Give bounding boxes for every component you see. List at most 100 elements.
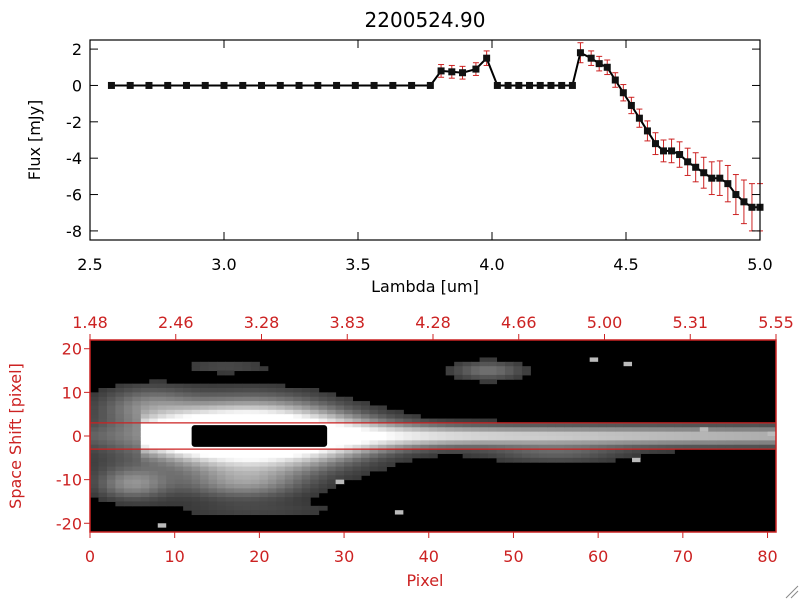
image-pixel — [437, 427, 447, 433]
image-pixel — [191, 453, 201, 459]
image-pixel — [344, 414, 354, 420]
image-pixel — [90, 466, 99, 472]
image-pixel — [742, 431, 752, 437]
image-pixel — [606, 444, 616, 450]
image-pixel — [411, 427, 421, 433]
image-pixel — [369, 440, 379, 446]
image-pixel — [640, 422, 650, 428]
data-point — [408, 81, 416, 89]
image-pixel — [403, 457, 413, 463]
image-pixel — [742, 436, 752, 441]
image-pixel — [386, 418, 396, 424]
image-pixel — [183, 436, 193, 441]
image-pixel — [267, 392, 277, 398]
image-pixel — [284, 470, 294, 476]
image-pixel — [259, 388, 269, 393]
image-pixel — [200, 414, 210, 420]
image-pixel — [90, 418, 99, 424]
image-pixel — [174, 453, 184, 459]
image-pixel — [310, 414, 320, 420]
image-pixel — [157, 466, 167, 472]
image-pixel — [598, 440, 608, 446]
data-point — [389, 81, 397, 89]
image-pixel — [166, 475, 176, 481]
wavelength-tick-label: 4.28 — [415, 313, 451, 332]
image-pixel — [267, 470, 277, 476]
image-pixel — [140, 492, 150, 498]
image-pixel — [200, 462, 210, 468]
image-pixel — [115, 470, 125, 476]
image-pixel — [377, 418, 387, 424]
image-pixel — [377, 449, 387, 454]
image-pixel — [733, 427, 743, 433]
image-pixel — [327, 427, 337, 433]
image-pixel — [123, 383, 133, 389]
image-pixel — [454, 422, 464, 428]
image-pixel — [217, 361, 227, 367]
image-pixel — [183, 488, 193, 494]
image-pixel — [191, 466, 201, 472]
image-pixel — [394, 444, 404, 450]
image-pixel — [115, 492, 125, 498]
image-pixel — [555, 440, 565, 446]
image-pixel — [200, 457, 210, 463]
image-pixel — [217, 453, 227, 459]
image-pixel — [530, 440, 540, 446]
data-point — [611, 76, 619, 84]
data-point — [107, 81, 115, 89]
image-pixel — [437, 436, 447, 441]
image-pixel — [106, 392, 116, 398]
image-pixel — [250, 462, 260, 468]
image-pixel — [259, 510, 269, 516]
image-pixel — [259, 418, 269, 424]
image-pixel — [716, 422, 726, 428]
image-pixel — [191, 484, 201, 489]
image-pixel — [335, 422, 345, 428]
image-pixel — [454, 374, 464, 380]
image-pixel — [149, 414, 159, 420]
image-pixel — [369, 414, 379, 420]
image-pixel — [267, 475, 277, 481]
image-pixel — [352, 444, 362, 450]
image-pixel — [250, 457, 260, 463]
image-pixel — [403, 431, 413, 437]
image-pixel — [420, 440, 430, 446]
image-pixel — [479, 422, 489, 428]
image-pixel — [471, 366, 481, 372]
image-pixel — [674, 440, 684, 446]
image-pixel — [462, 449, 472, 454]
image-pixel — [242, 470, 252, 476]
image-pixel — [750, 444, 760, 450]
image-pixel — [115, 475, 125, 481]
image-pixel — [310, 479, 320, 485]
image-pixel — [250, 453, 260, 459]
image-pixel — [420, 444, 430, 450]
image-pixel — [386, 453, 396, 459]
image-pixel — [301, 492, 311, 498]
image-pixel — [725, 431, 735, 437]
image-pixel — [149, 396, 159, 402]
image-pixel — [513, 361, 523, 367]
image-pixel — [217, 475, 227, 481]
image-pixel — [90, 462, 99, 468]
data-point — [483, 54, 491, 62]
resize-grip-icon[interactable] — [785, 585, 799, 599]
image-pixel — [428, 418, 438, 424]
image-pixel — [259, 492, 269, 498]
image-pixel — [106, 484, 116, 489]
image-pixel — [217, 492, 227, 498]
image-pixel — [106, 497, 116, 502]
image-pixel — [200, 492, 210, 498]
space-shift-y-tick-labels: 20 10 0 -10 -20 — [56, 340, 90, 533]
image-pixel — [106, 440, 116, 446]
image-pixel — [183, 457, 193, 463]
data-point — [426, 81, 434, 89]
image-pixel — [293, 449, 303, 454]
image-pixel — [344, 449, 354, 454]
image-pixel — [530, 427, 540, 433]
image-pixel — [598, 453, 608, 459]
image-pixel — [90, 427, 99, 433]
image-pixel — [183, 388, 193, 393]
image-pixel — [479, 444, 489, 450]
data-point — [276, 81, 284, 89]
